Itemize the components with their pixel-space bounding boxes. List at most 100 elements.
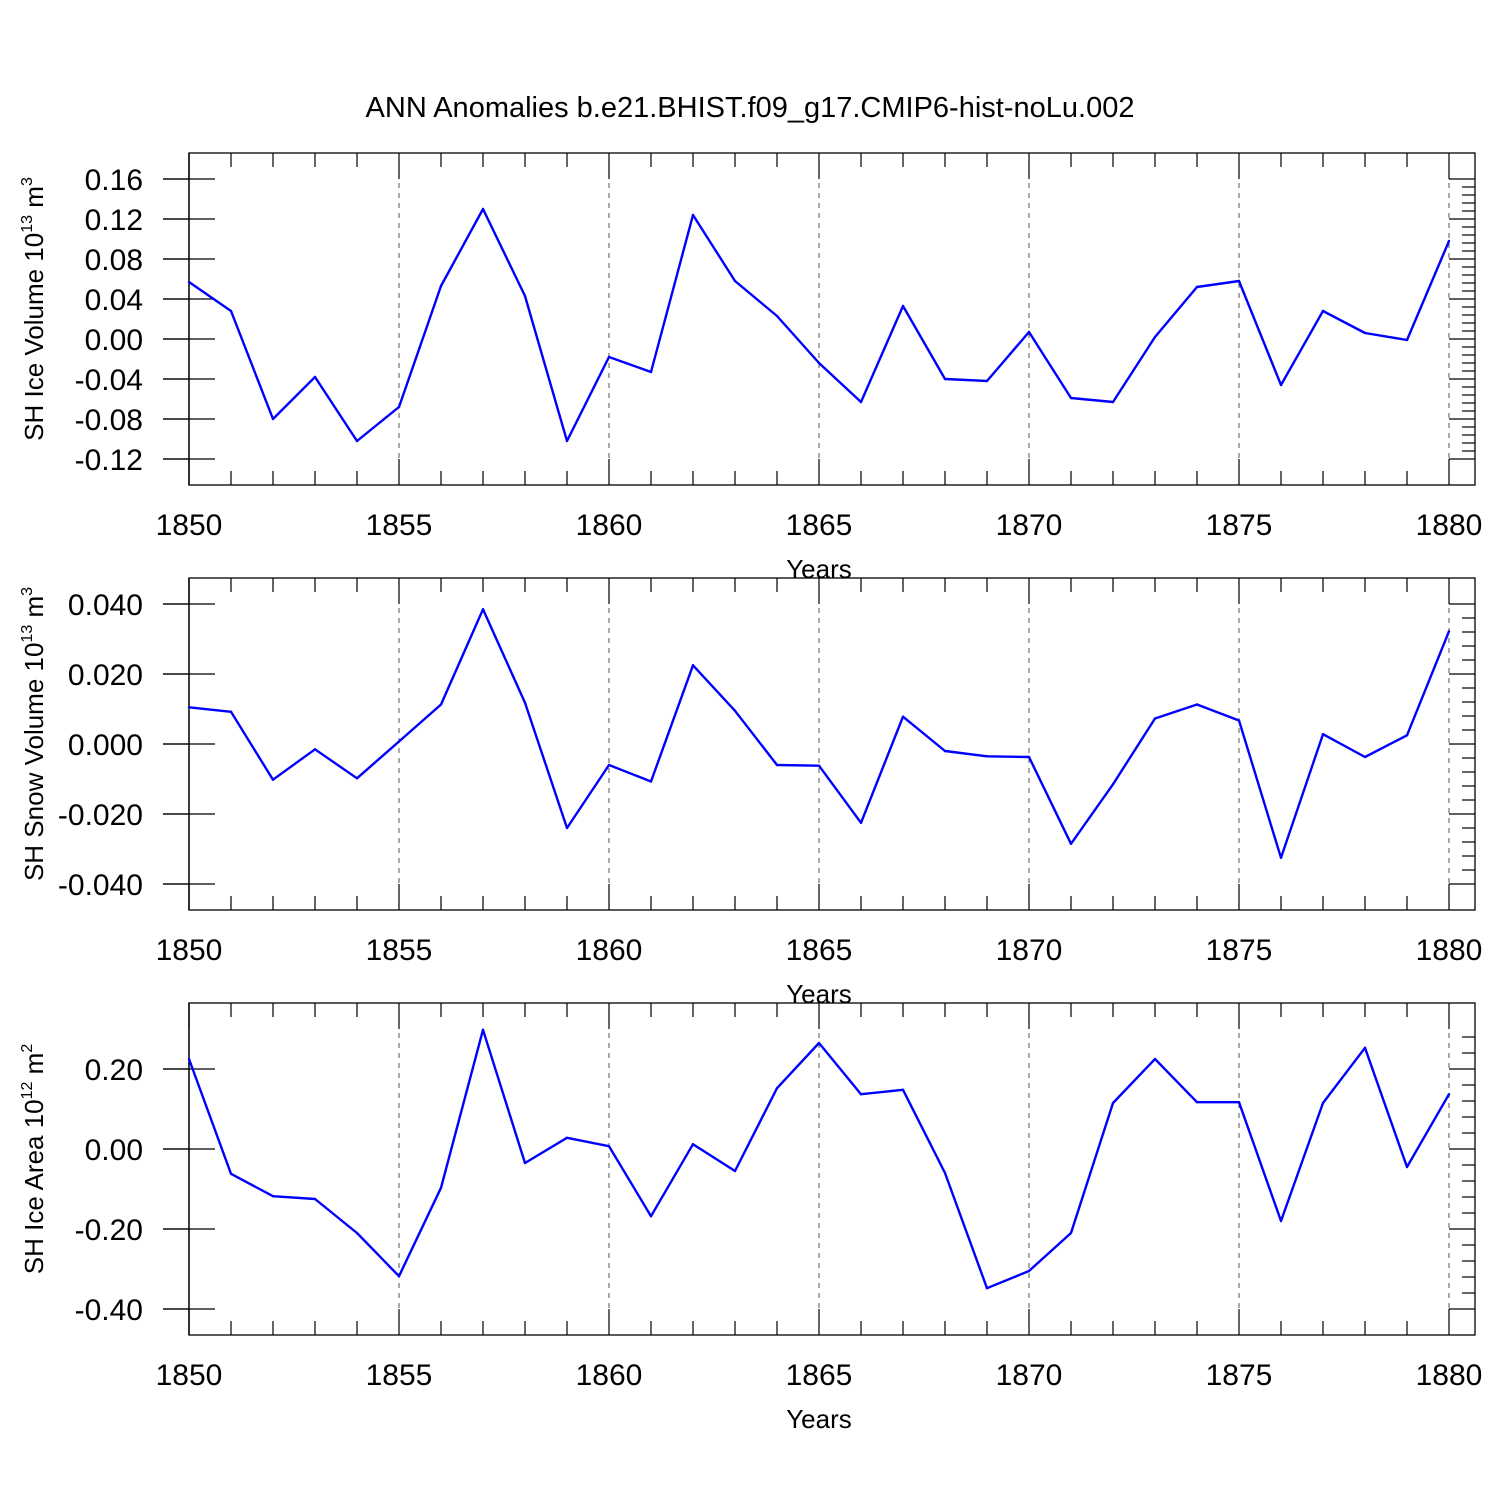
data-point bbox=[187, 280, 191, 284]
panel-1: 0.16 0.12 0.08 0.04 0.00 -0.04 -0.08 -0.12 1850 1… bbox=[19, 152, 1483, 584]
y-tick-label: 0.00 bbox=[85, 324, 143, 357]
data-point bbox=[1027, 755, 1031, 759]
data-point bbox=[859, 1093, 863, 1096]
data-point bbox=[397, 1275, 401, 1278]
data-point bbox=[1237, 719, 1241, 722]
data-point bbox=[1069, 396, 1073, 400]
x-tick-label: 1860 bbox=[576, 509, 643, 542]
data-point bbox=[1195, 285, 1199, 289]
panel-3: 0.20 0.00 -0.20 -0.40 1850 1855 1860 1865 1870 18… bbox=[19, 1002, 1482, 1434]
data-point bbox=[481, 1028, 485, 1032]
data-point bbox=[733, 279, 737, 283]
data-point bbox=[1027, 1269, 1031, 1273]
data-point bbox=[901, 304, 905, 308]
data-point bbox=[565, 439, 569, 443]
data-point bbox=[439, 284, 443, 288]
figure-title: ANN Anomalies b.e21.BHIST.f09_g17.CMIP6-… bbox=[366, 92, 1135, 124]
data-point bbox=[1321, 1101, 1325, 1105]
y-tick-label: -0.20 bbox=[75, 1214, 143, 1247]
data-point bbox=[271, 778, 275, 781]
data-point bbox=[523, 701, 527, 704]
data-point bbox=[1069, 1231, 1073, 1235]
x-tick-label: 1855 bbox=[366, 1359, 433, 1392]
data-point bbox=[1363, 331, 1367, 335]
y-tick-label: 0.20 bbox=[85, 1054, 143, 1087]
y-tick-label: -0.040 bbox=[58, 869, 143, 902]
data-point bbox=[691, 213, 695, 217]
data-point bbox=[565, 826, 569, 830]
data-point bbox=[859, 821, 863, 824]
x-tick-label: 1870 bbox=[996, 509, 1063, 542]
y-tick-label: 0.04 bbox=[85, 284, 143, 317]
data-point bbox=[271, 417, 275, 421]
data-point bbox=[1111, 1101, 1115, 1105]
data-point bbox=[271, 1195, 275, 1198]
data-point bbox=[649, 370, 653, 374]
y-tick-label: -0.12 bbox=[75, 444, 143, 477]
y-tick-label: -0.08 bbox=[75, 404, 143, 437]
x-tick-label: 1865 bbox=[786, 934, 853, 967]
data-point bbox=[1195, 703, 1199, 706]
x-tick-label: 1875 bbox=[1206, 934, 1273, 967]
data-point bbox=[985, 755, 989, 758]
data-point bbox=[1321, 309, 1325, 313]
x-tick-label: 1880 bbox=[1416, 509, 1483, 542]
plot-frame bbox=[188, 1002, 1476, 1336]
data-point bbox=[565, 1136, 569, 1140]
data-point bbox=[1279, 856, 1283, 859]
data-point bbox=[733, 709, 737, 712]
y-tick-label: 0.00 bbox=[85, 1134, 143, 1167]
data-point bbox=[1405, 338, 1409, 342]
data-point bbox=[817, 1041, 821, 1045]
data-point bbox=[1447, 239, 1451, 243]
data-point bbox=[649, 780, 653, 783]
data-point bbox=[943, 1171, 947, 1175]
data-point bbox=[1363, 1046, 1367, 1050]
y-tick-label: -0.04 bbox=[75, 364, 143, 397]
x-axis-label: Years bbox=[786, 1404, 852, 1434]
data-point bbox=[1447, 1093, 1451, 1096]
y-axis-label: SH Snow Volume 1013 m3 bbox=[19, 587, 49, 881]
data-point bbox=[313, 375, 317, 379]
data-point bbox=[1363, 755, 1367, 759]
data-point bbox=[1111, 400, 1115, 404]
data-point bbox=[943, 749, 947, 753]
data-point bbox=[1279, 1219, 1283, 1223]
data-point bbox=[817, 361, 821, 365]
x-tick-label: 1865 bbox=[786, 509, 853, 542]
panel-2: 0.040 0.020 0.000 -0.020 -0.040 1850 1855 1860 1… bbox=[19, 577, 1482, 1009]
data-point bbox=[313, 1197, 317, 1201]
data-point bbox=[607, 355, 611, 359]
data-point bbox=[313, 748, 317, 751]
data-point bbox=[733, 1169, 737, 1173]
x-tick-label: 1855 bbox=[366, 934, 433, 967]
x-tick-label: 1850 bbox=[156, 509, 223, 542]
plot-frame bbox=[188, 152, 1476, 486]
series-line bbox=[187, 1028, 1451, 1290]
data-point bbox=[1405, 1165, 1409, 1169]
data-point bbox=[1153, 335, 1157, 339]
data-point bbox=[229, 710, 233, 713]
y-tick-label: 0.040 bbox=[68, 589, 143, 622]
data-point bbox=[355, 1231, 359, 1235]
data-point bbox=[1153, 717, 1157, 720]
data-point bbox=[1153, 1057, 1157, 1061]
data-point bbox=[1195, 1101, 1199, 1104]
data-point bbox=[607, 763, 611, 767]
y-tick-label: 0.08 bbox=[85, 244, 143, 277]
data-point bbox=[355, 439, 359, 443]
data-point bbox=[187, 706, 191, 709]
data-point bbox=[481, 608, 485, 611]
x-tick-label: 1875 bbox=[1206, 509, 1273, 542]
data-point bbox=[1027, 330, 1031, 334]
data-point bbox=[187, 1057, 191, 1061]
data-point bbox=[775, 314, 779, 318]
x-tick-label: 1875 bbox=[1206, 1359, 1273, 1392]
x-tick-label: 1860 bbox=[576, 1359, 643, 1392]
data-point bbox=[1237, 1101, 1241, 1104]
plot-frame bbox=[188, 577, 1476, 911]
y-tick-label: 0.020 bbox=[68, 659, 143, 692]
data-point bbox=[523, 294, 527, 298]
data-point bbox=[355, 777, 359, 780]
data-point bbox=[901, 1088, 905, 1092]
